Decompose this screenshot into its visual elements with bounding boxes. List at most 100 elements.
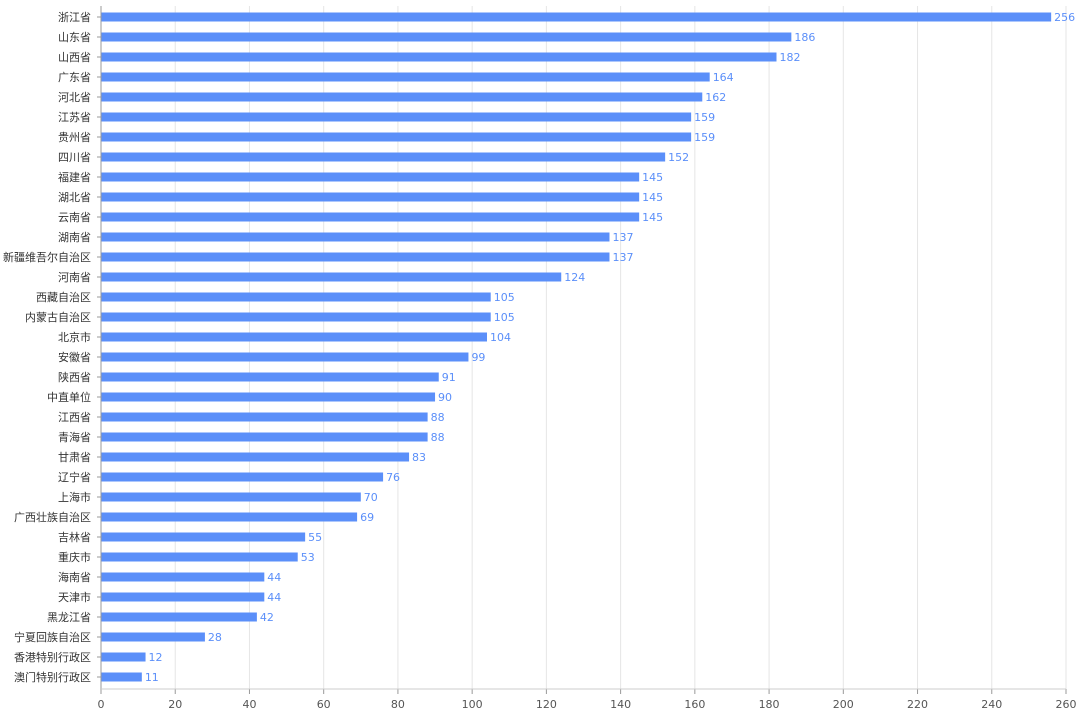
bar [101, 232, 610, 242]
bar [101, 92, 703, 102]
data-label: 105 [494, 291, 515, 304]
category-label: 澳门特别行政区 [14, 670, 91, 684]
data-label: 159 [694, 111, 715, 124]
data-label: 162 [705, 91, 726, 104]
category-label: 湖北省 [58, 191, 91, 204]
bar [101, 72, 710, 82]
data-label: 91 [442, 371, 456, 384]
data-label: 145 [642, 191, 663, 204]
bar [101, 532, 306, 542]
data-label: 104 [490, 331, 511, 344]
data-label: 137 [612, 231, 633, 244]
data-label: 55 [308, 531, 322, 544]
data-label: 44 [267, 591, 281, 604]
bar [101, 392, 436, 402]
category-label: 山东省 [58, 31, 91, 44]
x-tick-label: 80 [391, 698, 405, 711]
category-label: 重庆市 [58, 550, 91, 564]
bar [101, 352, 469, 362]
bar [101, 212, 640, 222]
bar [101, 152, 666, 162]
category-label: 江西省 [58, 411, 91, 424]
category-label: 西藏自治区 [36, 290, 91, 304]
bar [101, 612, 257, 622]
data-label: 137 [612, 251, 633, 264]
category-label: 黑龙江省 [47, 611, 91, 624]
labels: 0 20 40 60 80 100 120 140 160 180 200 220 240 260 浙江省 2… [3, 11, 1077, 711]
bar [101, 512, 358, 522]
category-label: 河南省 [58, 271, 91, 284]
x-tick-label: 20 [168, 698, 182, 711]
data-label: 11 [145, 671, 159, 684]
category-label: 上海市 [58, 490, 91, 504]
data-label: 159 [694, 131, 715, 144]
category-label: 新疆维吾尔自治区 [3, 250, 91, 264]
bar [101, 32, 792, 42]
x-tick-label: 40 [242, 698, 256, 711]
bar [101, 672, 142, 682]
data-label: 105 [494, 311, 515, 324]
category-label: 广东省 [58, 71, 91, 84]
category-label: 北京市 [58, 330, 91, 344]
category-label: 内蒙古自治区 [25, 310, 91, 324]
bar [101, 252, 610, 262]
category-label: 天津市 [58, 590, 91, 604]
category-label: 云南省 [58, 211, 91, 224]
data-label: 124 [564, 271, 585, 284]
category-label: 广西壮族自治区 [14, 510, 91, 524]
x-tick-label: 160 [684, 698, 705, 711]
bar [101, 312, 491, 322]
bar [101, 192, 640, 202]
bar [101, 292, 491, 302]
bar [101, 112, 692, 122]
grid-lines [174, 6, 1067, 689]
data-label: 88 [431, 431, 445, 444]
category-label: 甘肃省 [58, 451, 91, 464]
category-label: 中直单位 [47, 390, 91, 404]
x-tick-label: 140 [610, 698, 631, 711]
x-tick-label: 240 [981, 698, 1002, 711]
x-tick-label: 180 [759, 698, 780, 711]
bar [101, 132, 692, 142]
bar [101, 572, 265, 582]
bar [101, 652, 146, 662]
bar [101, 12, 1052, 22]
x-tick-label: 200 [833, 698, 854, 711]
category-label: 江苏省 [58, 111, 91, 124]
bar [101, 372, 439, 382]
category-label: 陕西省 [58, 370, 91, 384]
category-label: 辽宁省 [58, 470, 91, 484]
bar [101, 412, 428, 422]
data-label: 44 [267, 571, 281, 584]
category-label: 香港特别行政区 [14, 650, 91, 664]
x-tick-label: 100 [462, 698, 483, 711]
data-label: 83 [412, 451, 426, 464]
category-label: 青海省 [58, 430, 91, 444]
bar [101, 492, 361, 502]
category-label: 宁夏回族自治区 [14, 630, 91, 644]
data-label: 256 [1054, 11, 1075, 24]
data-label: 12 [149, 651, 163, 664]
data-label: 90 [438, 391, 452, 404]
bar [101, 592, 265, 602]
bar [101, 432, 428, 442]
bar [101, 272, 562, 282]
category-label: 福建省 [58, 170, 91, 184]
x-tick-label: 120 [536, 698, 557, 711]
data-label: 145 [642, 211, 663, 224]
category-label: 浙江省 [58, 11, 91, 24]
bar [101, 632, 205, 642]
data-label: 145 [642, 171, 663, 184]
data-label: 76 [386, 471, 400, 484]
data-label: 70 [364, 491, 378, 504]
data-label: 88 [431, 411, 445, 424]
bars [101, 12, 1052, 682]
data-label: 53 [301, 551, 315, 564]
category-label: 河北省 [58, 91, 91, 104]
data-label: 99 [471, 351, 485, 364]
category-label: 贵州省 [58, 131, 91, 144]
category-label: 四川省 [58, 151, 91, 164]
x-tick-label: 260 [1056, 698, 1077, 711]
